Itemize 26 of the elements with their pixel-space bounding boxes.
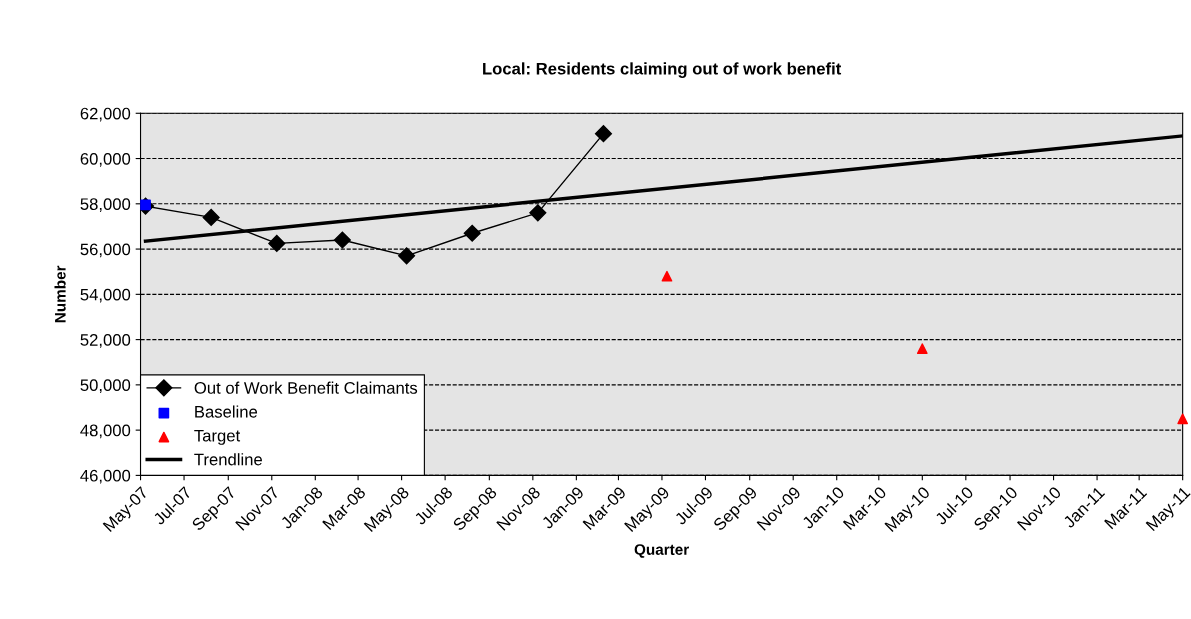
y-tick-label: 54,000 [80, 288, 131, 303]
y-axis-title: Number [54, 265, 66, 323]
y-tick-label: 46,000 [80, 469, 131, 484]
y-tick-label: 58,000 [80, 198, 131, 212]
y-tick-label: 48,000 [80, 424, 131, 439]
point [1177, 413, 1189, 425]
point [529, 204, 547, 222]
y-tick-label: 52,000 [80, 334, 131, 348]
point [463, 224, 481, 242]
y-tick-label: 60,000 [80, 152, 131, 167]
legend-label: Target [194, 429, 241, 445]
chart-title: Local: Residents claiming out of work benefit [483, 62, 842, 78]
point [398, 247, 416, 265]
y-tick-label: 62,000 [80, 107, 131, 122]
point [916, 343, 928, 355]
x-axis-title: Quarter [634, 544, 689, 558]
legend-label: Baseline [195, 405, 258, 418]
y-tick-label: 50,000 [80, 379, 131, 394]
y-tick-label: 56,000 [80, 243, 131, 258]
point [661, 270, 673, 282]
point [202, 208, 220, 226]
point [268, 234, 286, 252]
point [333, 231, 351, 249]
legend-label: Out of Work Benefit Claimants [194, 381, 418, 394]
point [594, 125, 613, 143]
legend-label: Trendline [194, 453, 262, 466]
